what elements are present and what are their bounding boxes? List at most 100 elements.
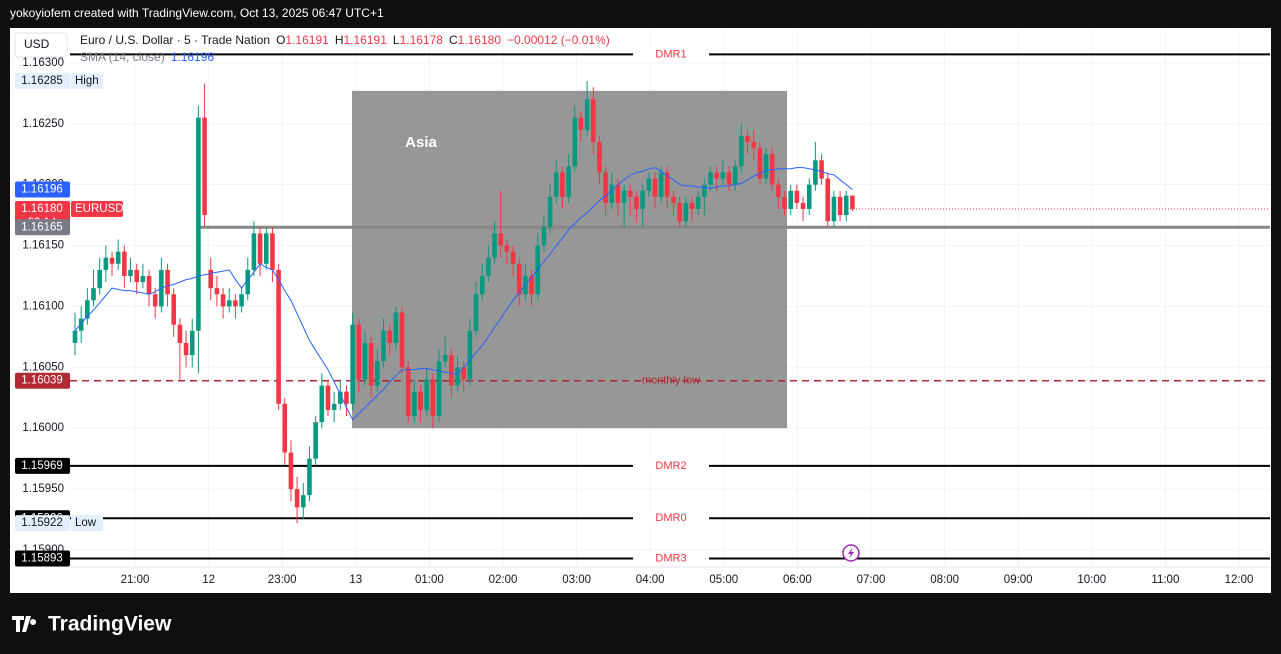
candle-body xyxy=(689,202,695,209)
candle-body xyxy=(270,233,275,270)
candle-body xyxy=(226,300,232,307)
candle-body xyxy=(177,324,183,343)
candle-body xyxy=(529,275,534,295)
candle-body xyxy=(776,184,781,197)
credit: yokoyiofem created with TradingView.com,… xyxy=(10,6,384,20)
candle-body xyxy=(455,367,460,386)
candle-body xyxy=(128,269,133,276)
x-tick-label: 04:00 xyxy=(636,574,665,586)
candle-body xyxy=(146,275,152,295)
ohlc-key: O xyxy=(276,33,285,47)
x-tick-label: 03:00 xyxy=(562,574,591,586)
candle-body xyxy=(831,196,837,222)
candle-body xyxy=(387,330,392,343)
candle-body xyxy=(837,196,843,216)
candle-body xyxy=(510,251,516,264)
price-badge xyxy=(15,457,70,474)
price-badge-label: 1.16165 xyxy=(21,221,63,233)
candle-body xyxy=(751,142,756,149)
price-scale xyxy=(11,29,69,567)
candle-body xyxy=(819,160,824,179)
candle-body xyxy=(621,190,627,203)
x-tick-label: 08:00 xyxy=(930,574,959,586)
candle-body xyxy=(800,202,806,209)
candle-body xyxy=(375,361,380,386)
candle-body xyxy=(251,233,257,270)
price-badge xyxy=(15,550,70,567)
x-tick-label: 12 xyxy=(202,574,215,586)
x-tick-label: 09:00 xyxy=(1004,574,1033,586)
candle-body xyxy=(572,117,578,167)
price-badge-label: 1.16039 xyxy=(21,375,63,387)
candle-body xyxy=(609,184,615,203)
candle-body xyxy=(140,275,146,283)
candle-body xyxy=(405,367,411,417)
candle-body xyxy=(547,196,553,228)
candle-body xyxy=(745,135,750,143)
x-tick-label: 21:00 xyxy=(121,574,150,586)
candle-body xyxy=(498,233,504,246)
candle-body xyxy=(282,403,288,453)
logo: TradingView xyxy=(12,613,172,636)
y-tick-label: 1.16100 xyxy=(22,300,64,312)
candle-body xyxy=(541,227,547,246)
candle-body xyxy=(708,172,713,185)
x-tick-label: 13 xyxy=(349,574,362,586)
candle-body xyxy=(683,202,689,222)
candle-body xyxy=(313,422,318,459)
candle-body xyxy=(794,190,800,203)
candle-body xyxy=(665,172,670,197)
x-tick-label: 23:00 xyxy=(268,574,297,586)
level-label: DMR2 xyxy=(655,460,686,472)
price-badge-tag-bg xyxy=(71,73,103,90)
level-label: DMR0 xyxy=(655,512,686,524)
candle-body xyxy=(412,391,417,417)
ohlc-value: 1.16191 xyxy=(343,33,387,47)
logo-text: TradingView xyxy=(48,613,172,636)
candle-body xyxy=(658,172,664,197)
candle-body xyxy=(85,300,90,319)
candle-body xyxy=(769,154,775,185)
candle-body xyxy=(720,172,726,179)
indicator-value: 1.16196 xyxy=(171,50,215,64)
symbol: Euro / U.S. Dollar · 5 · Trade Nation xyxy=(80,33,270,47)
candle-body xyxy=(152,294,158,307)
candle-body xyxy=(516,263,522,295)
indicator-name: SMA (14, close) xyxy=(80,50,165,64)
candle-body xyxy=(424,379,429,410)
candle-body xyxy=(597,142,602,173)
candle-body xyxy=(331,403,337,410)
candle-body xyxy=(307,458,312,496)
y-tick-label: 1.16050 xyxy=(22,361,64,373)
candle-body xyxy=(566,166,571,197)
candle-body xyxy=(702,184,707,197)
x-tick-label: 05:00 xyxy=(709,574,738,586)
candle-body xyxy=(553,172,559,197)
candle-body xyxy=(467,330,473,380)
x-tick-label: 02:00 xyxy=(489,574,518,586)
candle-body xyxy=(134,269,139,283)
candle-body xyxy=(325,385,331,410)
candle-body xyxy=(122,251,127,276)
y-tick-label: 1.16300 xyxy=(22,57,64,69)
session-label: Asia xyxy=(405,134,437,151)
price-badge xyxy=(15,515,70,532)
event-icon-bolt xyxy=(848,547,854,559)
currency-box xyxy=(14,32,68,58)
candle-body xyxy=(782,196,787,209)
candle-body xyxy=(97,269,102,289)
price-badge-label: 1.16285 xyxy=(21,75,63,87)
candle-body xyxy=(442,355,448,362)
candle-body xyxy=(560,172,565,197)
candle-body xyxy=(239,294,244,307)
candle-body xyxy=(300,495,306,508)
candle-body xyxy=(350,324,355,404)
candle-body xyxy=(257,233,263,264)
candle-body xyxy=(504,245,510,252)
y-tick-label: 1.16150 xyxy=(22,240,64,252)
currency: USD xyxy=(24,37,50,51)
ohlc-value: 1.16178 xyxy=(400,33,444,47)
candle-body xyxy=(381,330,386,362)
x-tick-label: 12:00 xyxy=(1225,574,1254,586)
